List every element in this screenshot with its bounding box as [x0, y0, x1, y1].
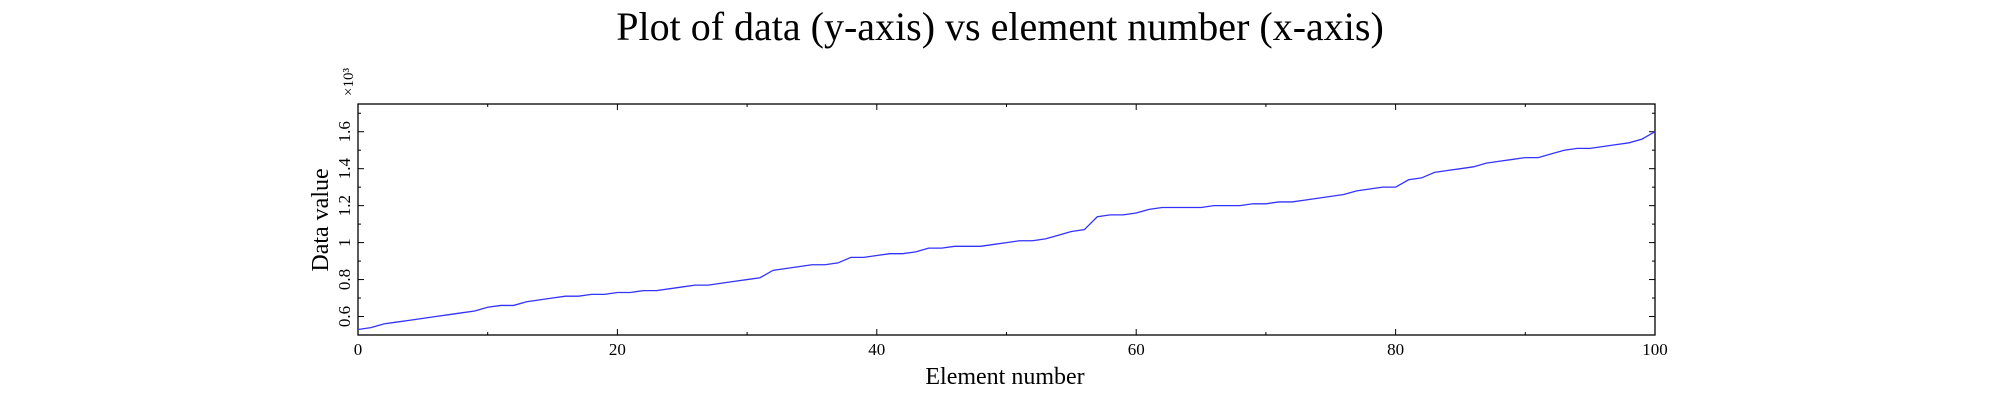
y-tick-label: 0.6 [335, 306, 354, 327]
plot-frame [357, 103, 1656, 336]
x-tick-label: 0 [354, 340, 363, 359]
y-tick-label: 1.2 [335, 195, 354, 216]
y-tick-label: 1.4 [335, 158, 354, 180]
x-tick-label: 20 [609, 340, 626, 359]
y-tick-label: 1 [335, 238, 354, 247]
y-tick-label: 0.8 [335, 269, 354, 290]
x-tick-label: 40 [868, 340, 885, 359]
series-line [357, 131, 1656, 331]
chart-title: Plot of data (y-axis) vs element number … [616, 4, 1384, 49]
x-tick-label: 60 [1128, 340, 1145, 359]
y-axis-label: Data value [308, 168, 334, 271]
y-tick-label: 1.6 [335, 121, 354, 142]
x-axis-label: Element number [925, 364, 1084, 390]
x-tick-label: 80 [1387, 340, 1404, 359]
x-tick-label: 100 [1642, 340, 1668, 359]
plot-area: 0 20 40 60 80 100 0.6 0.8 1 1.2 1.4 1.6 [335, 103, 1668, 359]
y-axis-multiplier-label: ×10³ [341, 68, 357, 96]
